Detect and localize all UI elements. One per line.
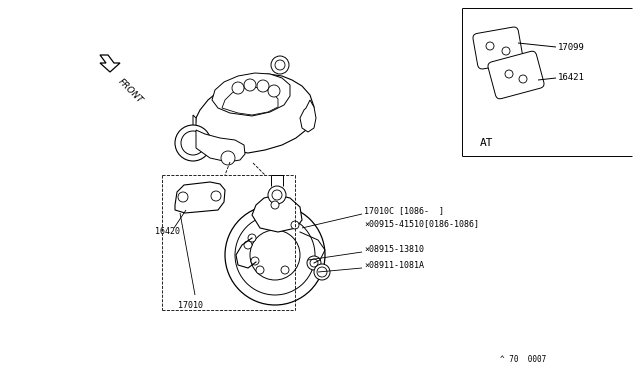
Circle shape: [486, 42, 494, 50]
Circle shape: [248, 234, 256, 242]
Polygon shape: [100, 55, 120, 72]
Polygon shape: [175, 182, 225, 213]
Circle shape: [317, 267, 327, 277]
Circle shape: [271, 201, 279, 209]
Circle shape: [310, 259, 318, 267]
Circle shape: [251, 257, 259, 265]
Circle shape: [268, 85, 280, 97]
Polygon shape: [196, 130, 245, 162]
Circle shape: [272, 190, 282, 200]
Polygon shape: [193, 115, 230, 155]
Text: 17099: 17099: [558, 42, 585, 51]
Circle shape: [181, 131, 205, 155]
Circle shape: [257, 80, 269, 92]
Text: 17010: 17010: [178, 301, 203, 310]
Circle shape: [225, 205, 325, 305]
Circle shape: [235, 215, 315, 295]
Circle shape: [275, 60, 285, 70]
Circle shape: [211, 191, 221, 201]
Polygon shape: [195, 74, 314, 153]
Circle shape: [250, 230, 300, 280]
Circle shape: [232, 82, 244, 94]
Text: 16421: 16421: [558, 74, 585, 83]
Circle shape: [271, 56, 289, 74]
Circle shape: [221, 151, 235, 165]
Text: ×00915-41510[0186-1086]: ×00915-41510[0186-1086]: [364, 219, 479, 228]
Text: ×08915-13810: ×08915-13810: [364, 246, 424, 254]
Circle shape: [505, 70, 513, 78]
Polygon shape: [252, 195, 302, 232]
Circle shape: [256, 266, 264, 274]
Text: 16420: 16420: [155, 228, 180, 237]
Polygon shape: [300, 100, 316, 132]
Circle shape: [244, 79, 256, 91]
FancyBboxPatch shape: [488, 51, 544, 99]
Circle shape: [175, 125, 211, 161]
Text: ^ 70  0007: ^ 70 0007: [500, 356, 547, 365]
Text: 17010C [1086-  ]: 17010C [1086- ]: [364, 206, 444, 215]
Polygon shape: [222, 87, 278, 115]
Circle shape: [244, 241, 252, 249]
Circle shape: [314, 264, 330, 280]
Text: AT: AT: [480, 138, 493, 148]
Circle shape: [519, 75, 527, 83]
Circle shape: [502, 47, 510, 55]
Circle shape: [178, 192, 188, 202]
Polygon shape: [212, 73, 290, 116]
Text: FRONT: FRONT: [116, 77, 144, 105]
Circle shape: [268, 186, 286, 204]
Circle shape: [291, 221, 299, 229]
Text: ×08911-1081A: ×08911-1081A: [364, 262, 424, 270]
FancyBboxPatch shape: [473, 27, 523, 69]
Circle shape: [281, 266, 289, 274]
Circle shape: [307, 256, 321, 270]
